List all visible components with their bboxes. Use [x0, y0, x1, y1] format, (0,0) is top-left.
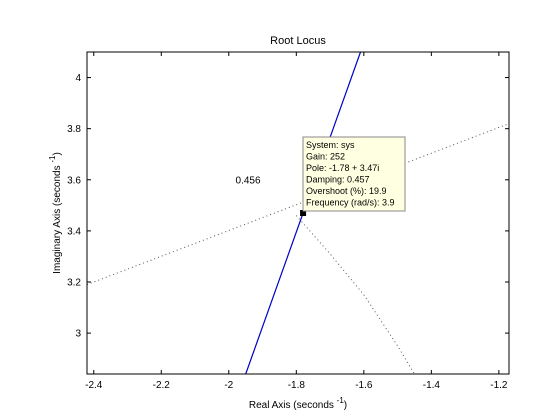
axes-frame	[86, 51, 510, 375]
axes-background	[87, 52, 509, 374]
y-axis-label-close: )	[52, 152, 63, 155]
chart-title: Root Locus	[270, 35, 326, 47]
y-axis-label-exponent: -1	[48, 155, 57, 163]
tick-labels: -2.4 -2.2 -2 -1.8 -1.6 -1.4 -1.2 3 3.2 3.4 3.6 3.8 4	[67, 73, 508, 391]
axis-ticks	[87, 52, 509, 374]
y-tick-label: 3.2	[67, 278, 81, 289]
damping-ratio-line	[87, 123, 509, 286]
x-axis-label: Real Axis (seconds -1)	[249, 396, 347, 411]
x-tick-label: -2.4	[85, 380, 103, 391]
data-cursor-marker[interactable]	[300, 210, 307, 216]
y-axis-label-text: Imaginary Axis (seconds	[52, 165, 63, 273]
y-tick-label: 3.4	[67, 226, 81, 237]
datatip-line: Pole: -1.78 + 3.47i	[306, 163, 379, 173]
plot-area: -2.4 -2.2 -2 -1.8 -1.6 -1.4 -1.2 3 3.2 3.4 3.6 3.8 4…	[67, 51, 510, 391]
x-tick-label: -1.2	[490, 380, 508, 391]
y-tick-label: 3.8	[67, 124, 81, 135]
datatip-line: System: sys	[306, 140, 355, 150]
x-axis-label-close: )	[344, 400, 347, 411]
x-axis-label-text: Real Axis (seconds	[249, 400, 334, 411]
x-axis-label-exponent: -1	[337, 396, 345, 405]
damping-ratio-label: 0.456	[236, 176, 261, 187]
y-tick-label: 4	[75, 73, 81, 84]
x-tick-label: -1.8	[288, 380, 306, 391]
y-axis-label: Imaginary Axis (seconds -1)	[48, 152, 63, 274]
datatip-line: Overshoot (%): 19.9	[306, 186, 387, 196]
x-tick-label: -1.6	[355, 380, 373, 391]
y-tick-label: 3.6	[67, 175, 81, 186]
datatip-box[interactable]	[302, 136, 406, 212]
natural-frequency-arc	[295, 215, 415, 374]
datatip-line: Frequency (rad/s): 3.9	[306, 198, 395, 208]
datatip-line: Gain: 252	[306, 152, 345, 162]
x-tick-label: -2	[224, 380, 233, 391]
datatip-line: Damping: 0.457	[306, 175, 370, 185]
x-tick-label: -1.4	[423, 380, 441, 391]
y-tick-label: 3	[75, 329, 81, 340]
x-tick-label: -2.2	[153, 380, 171, 391]
